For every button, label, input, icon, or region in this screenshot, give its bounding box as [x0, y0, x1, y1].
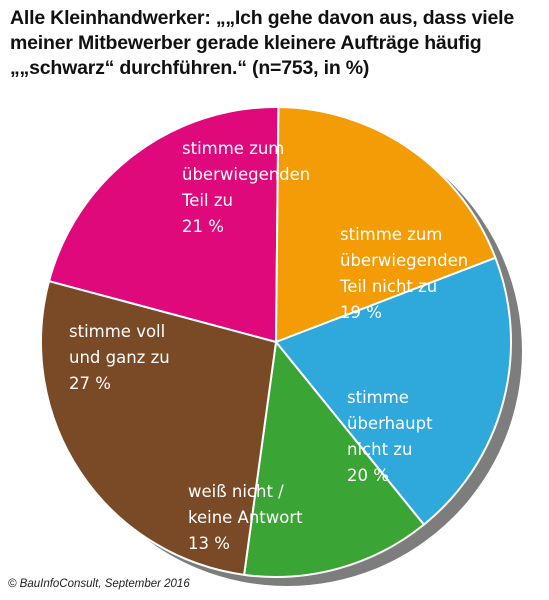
pie-slice-1 [275, 106, 497, 343]
pie-slice-0 [48, 106, 280, 343]
slice-label-line: überhaupt [347, 414, 433, 433]
slice-label-line: nicht zu [347, 440, 412, 459]
slice-value-label: 20 % [347, 466, 389, 485]
slice-label-line: stimme zum [340, 225, 442, 244]
slice-value-label: 21 % [182, 217, 224, 236]
slice-label-4: stimme voll und ganz zu 27 % [69, 322, 170, 393]
slice-label-line: überwiegenden [182, 165, 310, 184]
slice-label-line: stimme zum [182, 139, 284, 158]
pie-labels: stimme zum überwiegenden Teil zu 21 % stimme… [69, 139, 468, 553]
slice-label-2: stimme überhaupt nicht zu 20 % [347, 388, 433, 485]
pie-slice-4 [40, 280, 277, 576]
slice-label-line: Teil zu [181, 191, 233, 210]
slice-label-3: weiß nicht / keine Antwort 13 % [188, 482, 303, 553]
slice-label-1: stimme zum überwiegenden Teil nicht zu 19 % [339, 225, 468, 322]
slice-label-line: stimme voll [69, 322, 165, 341]
pie-slice-2 [275, 256, 512, 526]
source-note: © BauInfoConsult, September 2016 [8, 578, 190, 590]
pie-slices [40, 106, 512, 578]
slice-label-line: stimme [347, 388, 409, 407]
slice-label-line: Teil nicht zu [339, 277, 437, 296]
slice-label-line: keine Antwort [188, 508, 303, 527]
slice-label-line: und ganz zu [69, 348, 170, 367]
slice-value-label: 13 % [188, 534, 230, 553]
slice-label-0: stimme zum überwiegenden Teil zu 21 % [181, 139, 310, 236]
slice-value-label: 19 % [340, 303, 382, 322]
slice-label-line: überwiegenden [340, 251, 468, 270]
slice-value-label: 27 % [69, 374, 111, 393]
chart-title: Alle Kleinhandwerker: „„Ich gehe davon a… [10, 7, 514, 79]
pie-slice-3 [243, 341, 425, 578]
slice-label-line: weiß nicht / [188, 482, 284, 501]
